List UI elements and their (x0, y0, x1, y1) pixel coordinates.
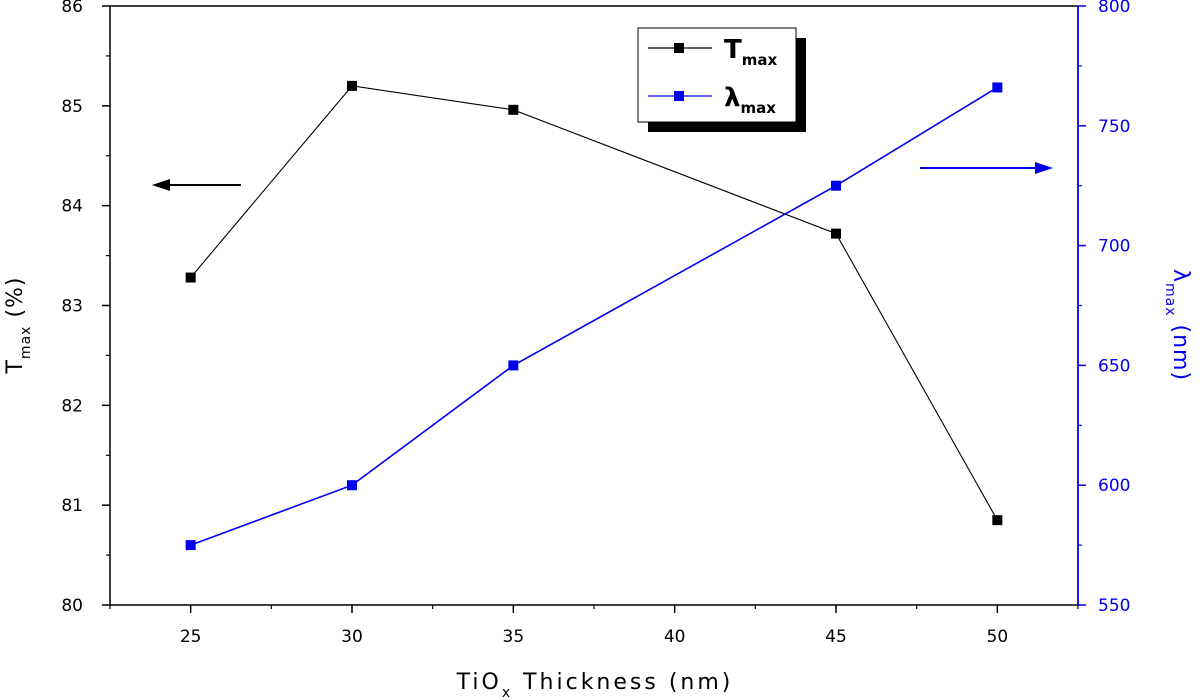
data-point-0 (185, 272, 196, 283)
left-axis-arrow (152, 179, 241, 191)
right-axis-title-rest: (nm) (1168, 317, 1193, 382)
x-tick-label: 25 (180, 627, 202, 647)
x-tick-label: 40 (664, 627, 686, 647)
svg-text:λmax: λmax (724, 83, 776, 117)
legend-label-lambda-max: λ (724, 83, 740, 113)
right-axis-title-sub: max (1162, 283, 1178, 317)
data-point-1 (347, 480, 357, 491)
data-point-0 (508, 104, 519, 115)
left-tick-label: 84 (61, 197, 83, 217)
left-tick-label: 82 (61, 396, 83, 416)
left-axis-title-main: T (3, 359, 28, 374)
legend-label-tmax: T (724, 35, 742, 65)
data-point-0 (992, 515, 1003, 526)
data-point-1 (992, 82, 1003, 93)
series-layer (185, 80, 1003, 551)
legend-entry-lambda-max: λmax (648, 83, 776, 117)
right-axis-ticks: 550 600 650 700 750 800 (1078, 0, 1130, 616)
legend: Tmax λmax (637, 27, 806, 132)
x-axis-title-rest: Thickness (nm) (513, 670, 733, 695)
x-tick-label: 35 (503, 627, 525, 647)
x-axis-ticks: 25 30 35 40 45 50 (109, 605, 1079, 647)
x-tick-label: 45 (825, 627, 847, 647)
left-tick-label: 86 (61, 0, 83, 17)
left-tick-label: 83 (61, 297, 83, 317)
left-tick-label: 80 (61, 596, 83, 616)
data-point-1 (185, 540, 196, 551)
right-tick-label: 650 (1098, 356, 1130, 376)
legend-label-lambda-max-sub: max (740, 99, 776, 117)
left-tick-label: 81 (61, 496, 83, 516)
left-axis-ticks: 80 81 82 83 84 85 86 (61, 0, 110, 616)
x-axis-title-sub: x (502, 685, 513, 700)
x-tick-label: 50 (987, 627, 1009, 647)
right-tick-label: 800 (1098, 0, 1130, 17)
right-tick-label: 750 (1098, 117, 1130, 137)
legend-label-tmax-sub: max (742, 51, 778, 69)
series-line-1 (190, 86, 998, 546)
data-point-0 (831, 228, 841, 239)
series-line-0 (190, 85, 998, 521)
legend-box (637, 27, 797, 123)
svg-text:Tmax: Tmax (724, 35, 778, 69)
left-axis-title: Tmax (%) (3, 276, 34, 374)
right-tick-label: 550 (1098, 596, 1130, 616)
right-tick-label: 700 (1098, 237, 1130, 257)
data-point-1 (508, 360, 519, 371)
x-axis-title-main: TiO (456, 670, 502, 695)
left-axis-title-sub: max (18, 326, 34, 360)
right-axis-title-main: λ (1168, 269, 1193, 283)
right-axis-title: λmax (nm) (1162, 269, 1193, 381)
left-axis-title-rest: (%) (3, 276, 28, 325)
legend-entry-tmax: Tmax (648, 35, 778, 69)
x-tick-label: 30 (341, 627, 363, 647)
left-tick-label: 85 (61, 97, 83, 117)
right-axis-arrow (920, 162, 1053, 174)
data-point-0 (347, 80, 357, 91)
data-point-1 (831, 180, 841, 191)
right-tick-label: 600 (1098, 476, 1130, 496)
x-axis-title: TiOx Thickness (nm) (456, 670, 734, 700)
plot-frame (109, 5, 1079, 606)
